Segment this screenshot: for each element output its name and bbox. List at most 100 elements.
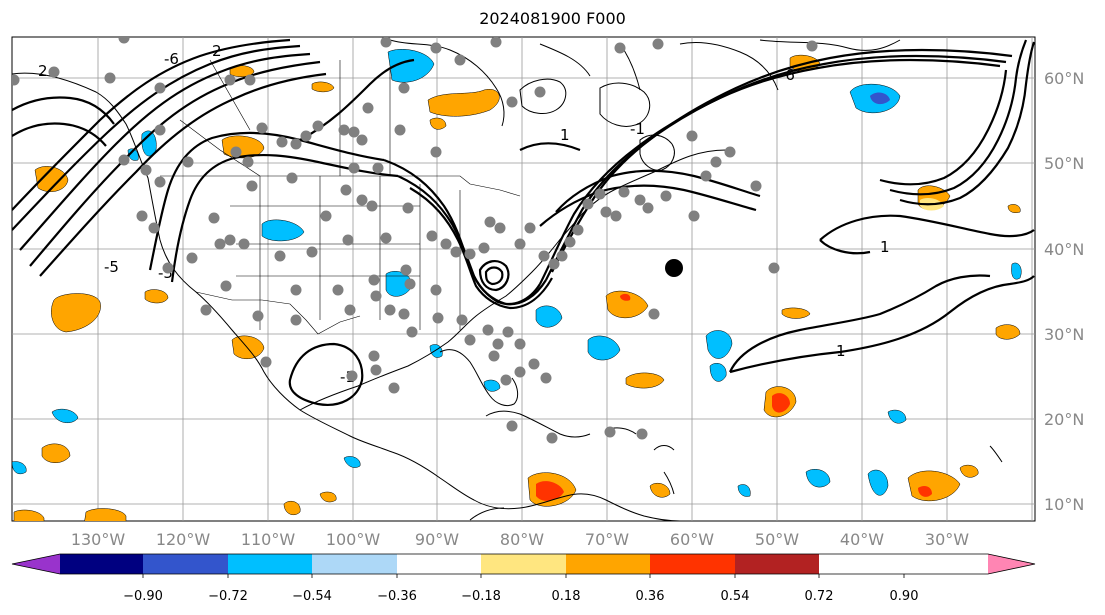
- station-dot: [274, 250, 286, 262]
- station-dot: [604, 426, 616, 438]
- station-dot: [380, 232, 392, 244]
- contour-lines: [12, 38, 1035, 406]
- station-dot: [290, 284, 302, 296]
- anomaly-region: [781, 307, 811, 319]
- colorbar-tick-label: 0.90: [890, 589, 919, 604]
- station-dot: [500, 374, 512, 386]
- station-dot: [348, 162, 360, 174]
- station-dot: [306, 246, 318, 258]
- station-dot: [370, 364, 382, 376]
- station-dot: [224, 234, 236, 246]
- station-dot: [534, 86, 546, 98]
- station-dot: [440, 238, 452, 250]
- station-dot: [494, 222, 506, 234]
- colorbar-tick-label: 0.18: [552, 589, 581, 604]
- station-dot: [478, 242, 490, 254]
- longitude-labels: 130°W 120°W 110°W 100°W 90°W 80°W 70°W 6…: [71, 530, 969, 549]
- station-dot: [490, 37, 502, 48]
- anomaly-region-negative: [51, 408, 79, 424]
- station-dot: [488, 350, 500, 362]
- colorbar-segment: [650, 554, 735, 574]
- latitude-labels: 60°N 50°N 40°N 30°N 20°N 10°N: [1044, 69, 1084, 514]
- colorbar-segment: [397, 554, 481, 574]
- station-dot: [342, 234, 354, 246]
- contour-label: -6: [164, 50, 179, 68]
- station-dot: [548, 258, 560, 270]
- station-dot: [484, 216, 496, 228]
- contour-label: 2: [212, 42, 222, 60]
- anomaly-core: [772, 393, 790, 413]
- station-dot: [182, 156, 194, 168]
- lat-label: 10°N: [1044, 495, 1084, 514]
- station-dot: [300, 130, 312, 142]
- station-dot: [634, 194, 646, 206]
- station-dot: [642, 202, 654, 214]
- lon-label: 100°W: [326, 530, 381, 549]
- station-dot: [372, 162, 384, 174]
- station-dot: [400, 264, 412, 276]
- station-dot: [768, 262, 780, 274]
- station-dot: [244, 74, 256, 86]
- lon-label: 110°W: [241, 530, 296, 549]
- map-panel: [11, 36, 1036, 522]
- station-dot: [208, 212, 220, 224]
- anomaly-region: [283, 501, 301, 515]
- station-dot: [464, 334, 476, 346]
- colorbar-tick-label: −0.18: [461, 589, 501, 604]
- anomaly-core: [620, 293, 631, 301]
- lat-label: 60°N: [1044, 69, 1084, 88]
- station-dot: [220, 280, 232, 292]
- station-dot: [136, 210, 148, 222]
- station-dot: [402, 202, 414, 214]
- station-dot: [384, 304, 396, 316]
- anomaly-region-negative: [261, 219, 305, 242]
- colorbar-segment: [735, 554, 819, 574]
- anomaly-region-negative: [483, 379, 501, 392]
- lon-label: 60°W: [670, 530, 714, 549]
- station-dot: [464, 248, 476, 260]
- lat-label: 40°N: [1044, 240, 1084, 259]
- station-dot: [346, 370, 358, 382]
- station-dot: [104, 72, 116, 84]
- anomaly-region-negative: [887, 409, 907, 424]
- colorbar-tick-label: 0.54: [721, 589, 750, 604]
- lat-label: 50°N: [1044, 154, 1084, 173]
- station-dot: [572, 224, 584, 236]
- station-dot: [200, 304, 212, 316]
- colorbar-outline: [11, 553, 1036, 575]
- station-dot: [482, 324, 494, 336]
- colorbar-extend-low: [12, 554, 60, 574]
- station-dot: [426, 230, 438, 242]
- station-markers: [12, 37, 818, 444]
- station-dot: [368, 274, 380, 286]
- station-dot: [48, 66, 60, 78]
- station-dot: [186, 252, 198, 264]
- contour-label: 1: [560, 126, 570, 144]
- anomaly-core: [536, 481, 564, 501]
- colorbar-segment: [566, 554, 650, 574]
- anomaly-region-negative: [1011, 262, 1022, 280]
- station-dot: [688, 210, 700, 222]
- station-dot: [118, 37, 130, 44]
- station-dot: [528, 358, 540, 370]
- colorbar-tick-label: 0.36: [636, 589, 665, 604]
- contour-label: -1: [630, 120, 645, 138]
- station-dot: [430, 284, 442, 296]
- station-dot: [362, 102, 374, 114]
- station-dot: [456, 314, 468, 326]
- station-dot: [242, 156, 254, 168]
- station-dot: [636, 428, 648, 440]
- station-dot: [514, 366, 526, 378]
- station-dot: [404, 278, 416, 290]
- station-dot: [332, 284, 344, 296]
- station-dot: [118, 154, 130, 166]
- anomaly-region-negative: [705, 330, 733, 359]
- station-dot: [556, 250, 568, 262]
- station-dot: [388, 382, 400, 394]
- station-dot: [546, 432, 558, 444]
- lat-label: 20°N: [1044, 410, 1084, 429]
- station-dot: [432, 312, 444, 324]
- lon-label: 80°W: [500, 530, 544, 549]
- anomaly-region: [995, 324, 1021, 340]
- station-dot: [148, 222, 160, 234]
